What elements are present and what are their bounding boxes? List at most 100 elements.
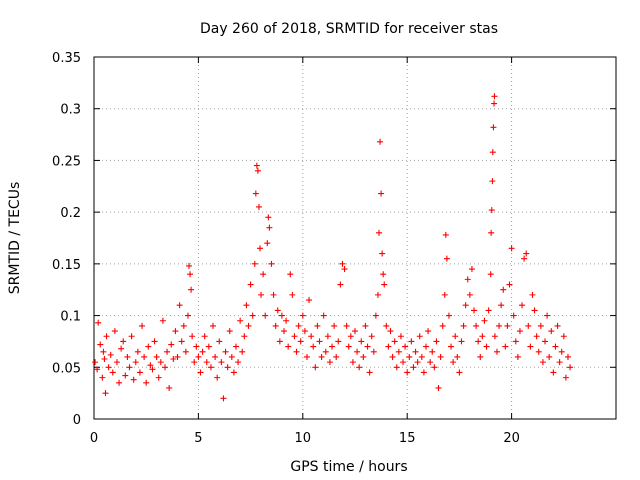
data-point bbox=[567, 364, 574, 371]
data-point bbox=[562, 374, 569, 381]
data-point bbox=[226, 328, 233, 335]
data-point bbox=[289, 291, 296, 298]
data-point bbox=[500, 286, 507, 293]
data-point bbox=[498, 302, 505, 309]
data-point bbox=[149, 366, 156, 373]
data-point bbox=[362, 322, 369, 329]
data-point bbox=[310, 343, 317, 350]
data-point bbox=[191, 359, 198, 366]
x-tick-label: 5 bbox=[194, 431, 202, 446]
data-point bbox=[136, 369, 143, 376]
x-tick-labels: 0 5 10 15 20 bbox=[90, 431, 520, 446]
data-point bbox=[274, 307, 281, 314]
data-point bbox=[410, 364, 417, 371]
data-point bbox=[174, 353, 181, 360]
data-point bbox=[168, 341, 175, 348]
data-point bbox=[220, 395, 227, 402]
data-point bbox=[232, 343, 239, 350]
data-point bbox=[243, 302, 250, 309]
data-point bbox=[477, 353, 484, 360]
data-point bbox=[170, 356, 177, 363]
data-point bbox=[278, 312, 285, 319]
data-point bbox=[539, 359, 546, 366]
data-point bbox=[508, 245, 515, 252]
data-point bbox=[460, 322, 467, 329]
data-point bbox=[339, 260, 346, 267]
data-point bbox=[124, 353, 131, 360]
data-point bbox=[368, 333, 375, 340]
data-point bbox=[268, 260, 275, 267]
data-point bbox=[416, 333, 423, 340]
data-point bbox=[320, 312, 327, 319]
data-point bbox=[159, 317, 166, 324]
data-point bbox=[464, 276, 471, 283]
data-point bbox=[554, 322, 561, 329]
data-point bbox=[214, 374, 221, 381]
data-point bbox=[312, 364, 319, 371]
data-point bbox=[99, 374, 106, 381]
data-point bbox=[188, 286, 195, 293]
data-point bbox=[433, 338, 440, 345]
data-point bbox=[418, 353, 425, 360]
data-point bbox=[489, 149, 496, 156]
data-point bbox=[395, 348, 402, 355]
data-point bbox=[258, 291, 265, 298]
data-point bbox=[153, 353, 160, 360]
data-point bbox=[441, 291, 448, 298]
data-point bbox=[471, 307, 478, 314]
data-point bbox=[347, 333, 354, 340]
data-point bbox=[546, 353, 553, 360]
data-point bbox=[531, 307, 538, 314]
data-point bbox=[111, 328, 118, 335]
data-point bbox=[331, 322, 338, 329]
data-point bbox=[527, 343, 534, 350]
data-point bbox=[564, 353, 571, 360]
data-point bbox=[429, 348, 436, 355]
data-point bbox=[180, 322, 187, 329]
data-point bbox=[293, 348, 300, 355]
data-point bbox=[109, 369, 116, 376]
data-point bbox=[456, 369, 463, 376]
data-point bbox=[493, 348, 500, 355]
data-point bbox=[164, 348, 171, 355]
data-point bbox=[389, 353, 396, 360]
data-point bbox=[237, 317, 244, 324]
data-point bbox=[101, 356, 108, 363]
y-tick-label: 0.1 bbox=[60, 310, 81, 325]
data-point bbox=[374, 291, 381, 298]
data-point bbox=[139, 322, 146, 329]
data-point bbox=[506, 281, 513, 288]
data-point bbox=[276, 338, 283, 345]
data-point bbox=[197, 369, 204, 376]
data-point bbox=[228, 353, 235, 360]
data-point bbox=[193, 343, 200, 350]
data-point bbox=[425, 328, 432, 335]
data-point bbox=[260, 271, 267, 278]
data-point bbox=[270, 291, 277, 298]
axis-ticks bbox=[93, 56, 616, 420]
data-point bbox=[178, 338, 185, 345]
data-point bbox=[218, 359, 225, 366]
y-tick-label: 0.15 bbox=[52, 258, 81, 273]
y-tick-label: 0.35 bbox=[52, 51, 81, 66]
data-point bbox=[381, 281, 388, 288]
data-point bbox=[103, 333, 110, 340]
data-point bbox=[285, 343, 292, 350]
y-tick-label: 0.3 bbox=[60, 103, 81, 118]
y-tick-labels: 0 0.05 0.1 0.15 0.2 0.25 0.3 0.35 bbox=[52, 51, 81, 428]
data-point bbox=[299, 312, 306, 319]
data-point bbox=[249, 312, 256, 319]
y-tick-label: 0.05 bbox=[52, 361, 81, 376]
data-point bbox=[252, 190, 259, 197]
data-point bbox=[489, 178, 496, 185]
data-point bbox=[366, 369, 373, 376]
data-point bbox=[224, 364, 231, 371]
plot-frame bbox=[93, 56, 617, 420]
data-point bbox=[387, 328, 394, 335]
data-point bbox=[308, 333, 315, 340]
data-point bbox=[487, 271, 494, 278]
data-point bbox=[408, 338, 415, 345]
data-point bbox=[230, 369, 237, 376]
data-point bbox=[481, 317, 488, 324]
